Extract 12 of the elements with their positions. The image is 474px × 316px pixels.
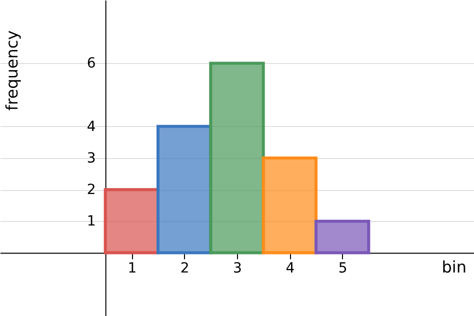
y-tick-label: 4 <box>86 118 96 135</box>
y-tick-label: 2 <box>86 182 96 198</box>
y-tick-label: 6 <box>86 56 96 72</box>
x-tick-label: 5 <box>338 260 348 276</box>
x-tick-label: 4 <box>286 260 295 276</box>
y-tick-label: 3 <box>86 150 96 166</box>
x-tick-label: 2 <box>180 260 190 276</box>
x-tick-label: 3 <box>233 260 242 276</box>
x-axis-title: bin <box>442 257 466 276</box>
y-tick-label: 1 <box>86 214 96 230</box>
y-axis-title: frequency <box>2 30 22 111</box>
x-tick-label: 1 <box>128 260 137 276</box>
